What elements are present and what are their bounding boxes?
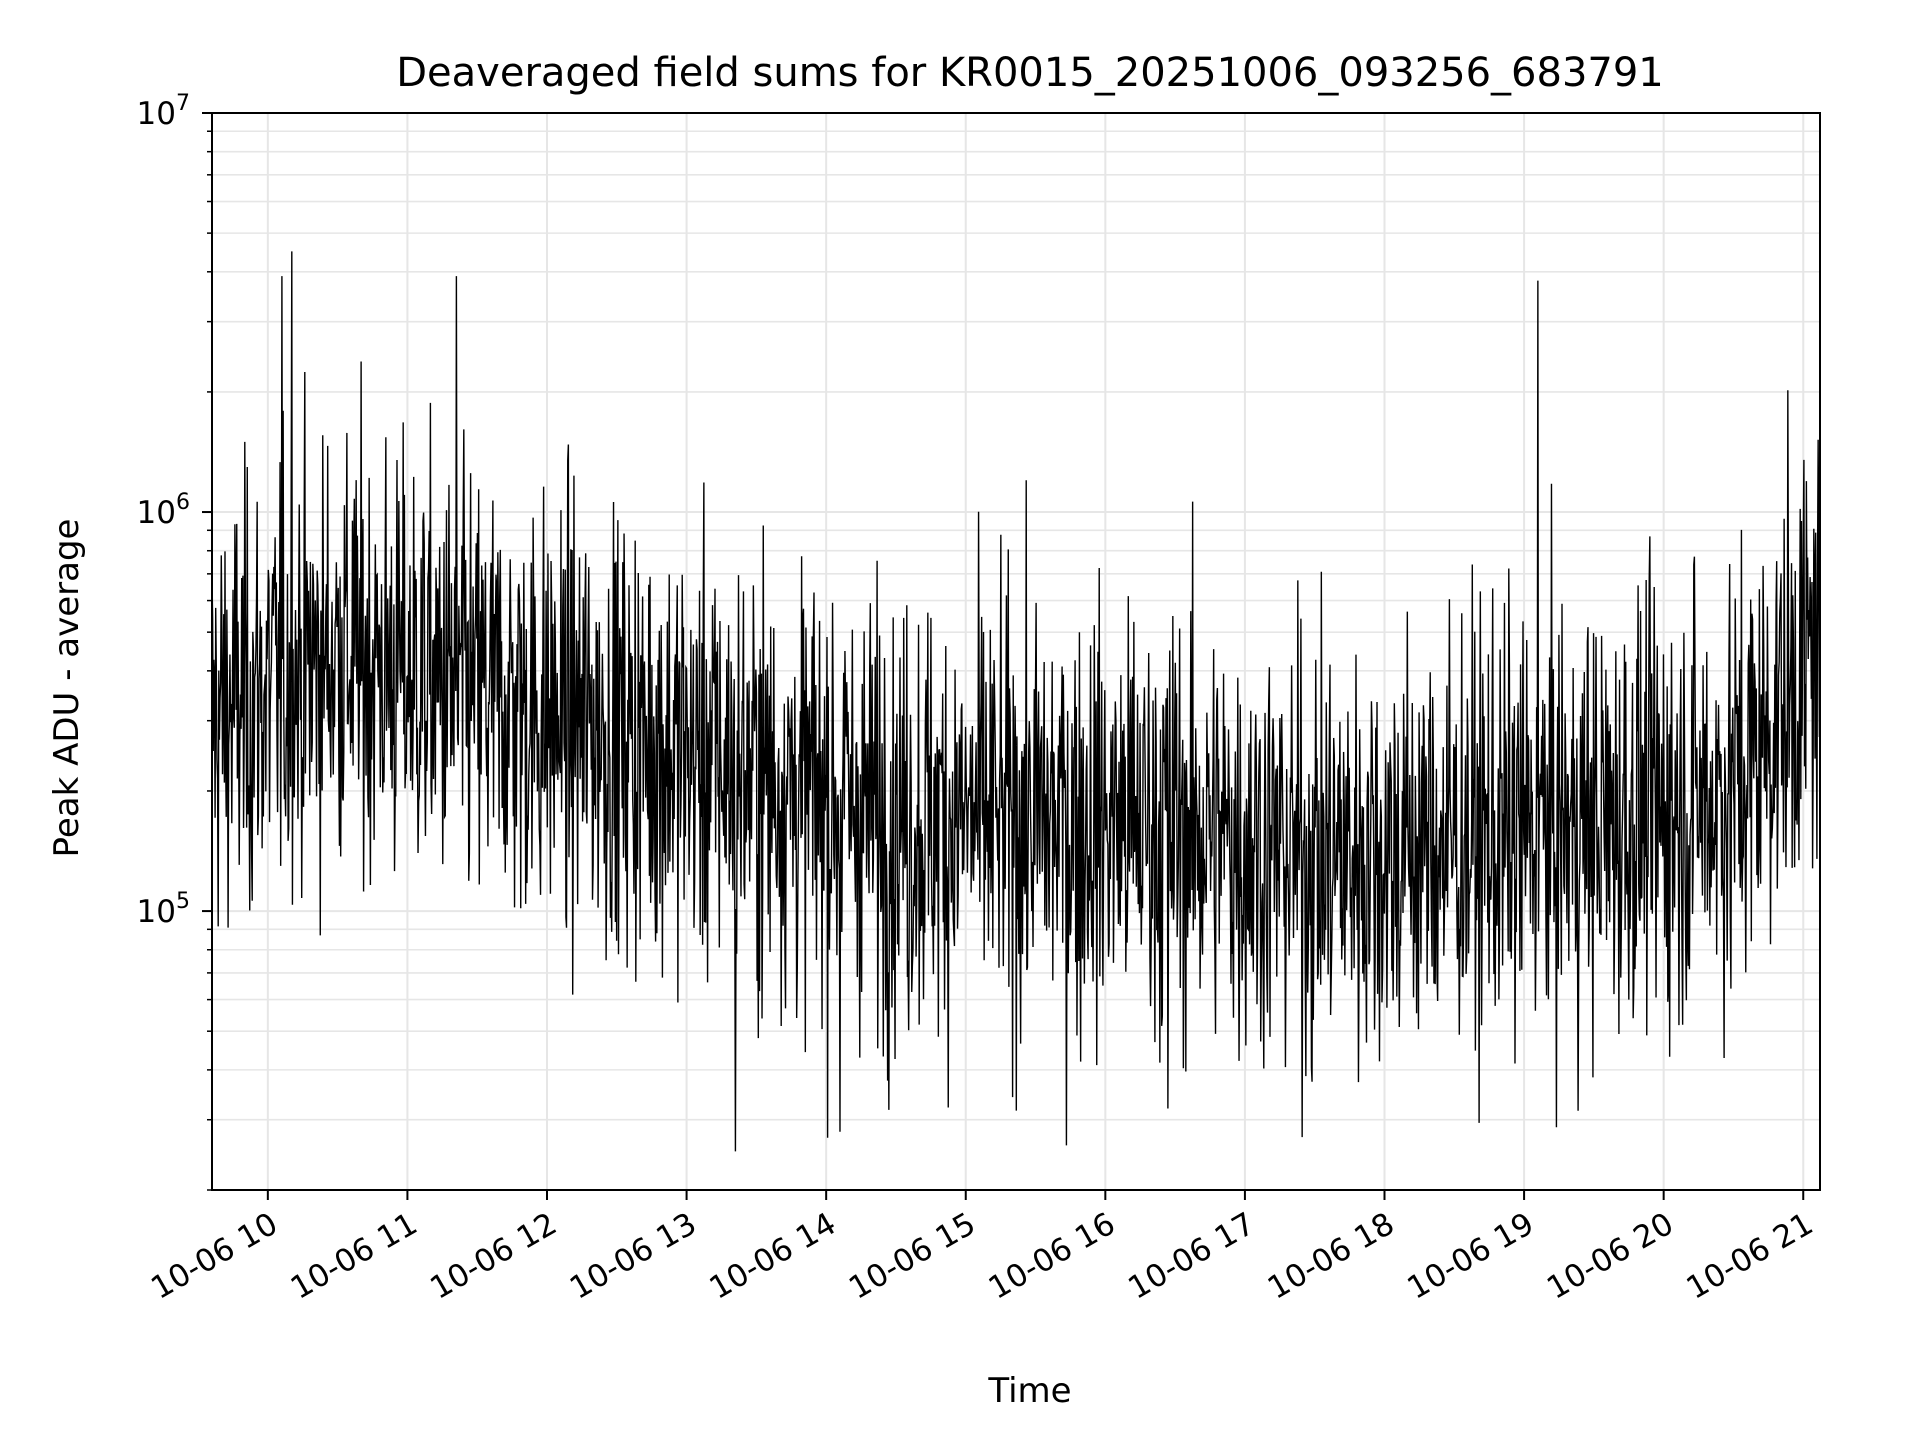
series-line [211, 151, 1821, 1152]
y-tick-label: 106 [137, 490, 190, 531]
y-tick-label: 107 [137, 91, 190, 132]
y-tick-label: 105 [137, 889, 190, 930]
chart-title: Deaveraged field sums for KR0015_2025100… [396, 50, 1664, 96]
x-axis-label: Time [987, 1371, 1071, 1411]
y-axis-label: Peak ADU - average [47, 519, 87, 858]
plot-frame [211, 112, 1821, 1191]
series-peak-adu-line [211, 151, 1821, 1152]
